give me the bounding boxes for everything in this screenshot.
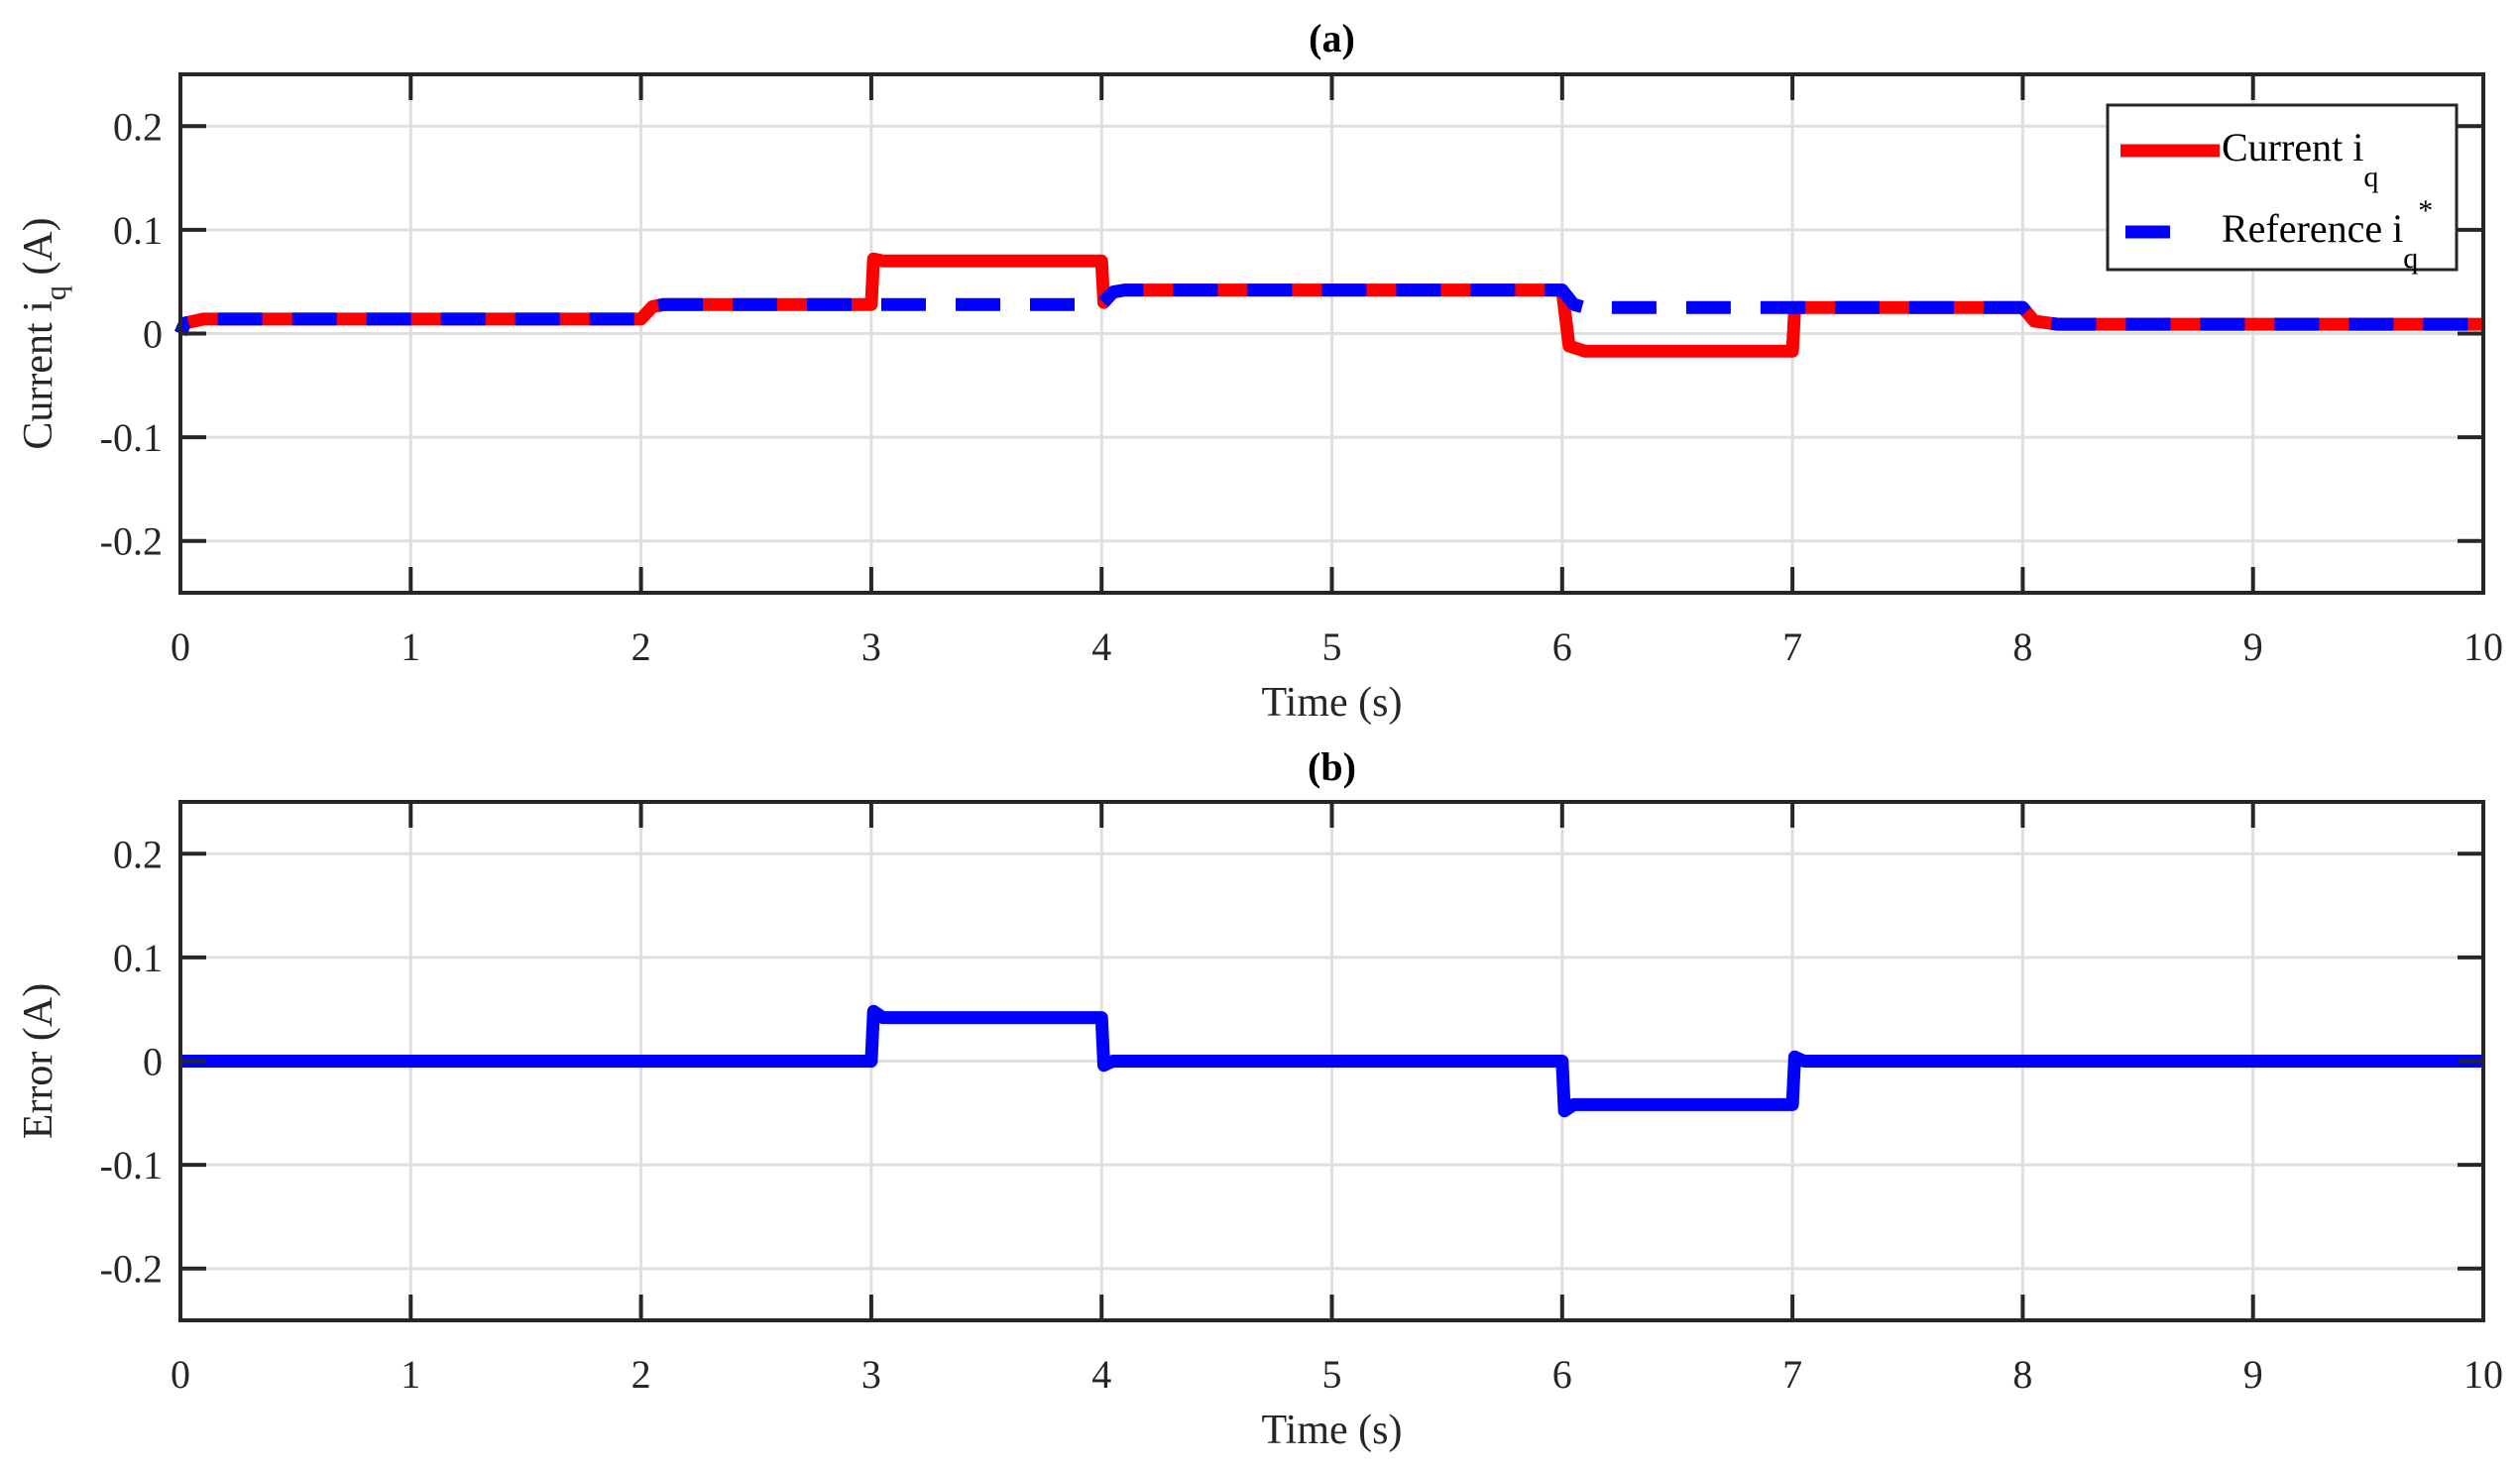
legend-entry-1: Current iq — [2120, 125, 2378, 193]
y-tick-label: 0.2 — [113, 104, 163, 149]
y-tick-label: -0.2 — [100, 519, 163, 564]
y-tick-label: 0.1 — [113, 208, 163, 253]
x-tick-label: 3 — [861, 624, 881, 669]
x-tick-label: 0 — [171, 624, 190, 669]
x-tick-label: 1 — [401, 1352, 420, 1397]
y-tick-label: 0 — [143, 1040, 163, 1084]
x-tick-label: 8 — [2012, 624, 2032, 669]
y-axis-label: Error (A) — [16, 983, 61, 1139]
y-tick-label: -0.1 — [100, 415, 163, 460]
x-tick-label: 6 — [1552, 624, 1572, 669]
series-line-2 — [174, 283, 2483, 337]
x-tick-label: 7 — [1782, 624, 1802, 669]
y-tick-label: 0 — [143, 312, 163, 357]
x-tick-label: 2 — [631, 1352, 651, 1397]
x-tick-label: 8 — [2012, 1352, 2032, 1397]
panel-title: (b) — [1308, 744, 1356, 789]
y-tick-label: -0.1 — [100, 1143, 163, 1188]
panel-a-current-plot: 0 1 2 3 4 5 6 7 8 9 10 0.2 0.1 0 -0.1 -0.2 (a) Time (s) Cu… — [16, 16, 2503, 726]
x-tick-label: 7 — [1782, 1352, 1802, 1397]
x-tick-label: 0 — [171, 1352, 190, 1397]
panel-title: (a) — [1309, 16, 1355, 60]
panel-b-error-plot: 0 1 2 3 4 5 6 7 8 9 10 0.2 0.1 0 -0.1 -0.2 (b) Time (s) Er… — [16, 744, 2503, 1453]
legend-box — [2106, 103, 2459, 272]
x-tick-label: 3 — [861, 1352, 881, 1397]
y-tick-label: -0.2 — [100, 1247, 163, 1292]
y-axis-label: Current iq (A) — [16, 217, 72, 449]
x-tick-label: 6 — [1552, 1352, 1572, 1397]
x-tick-label: 9 — [2243, 624, 2263, 669]
x-tick-label: 5 — [1322, 1352, 1342, 1397]
x-tick-label: 4 — [1091, 624, 1111, 669]
legend-label: Reference iq* — [2222, 194, 2433, 275]
x-tick-label: 10 — [2463, 624, 2503, 669]
x-tick-label: 10 — [2463, 1352, 2503, 1397]
x-tick-label: 2 — [631, 624, 651, 669]
series-line-1 — [180, 1004, 2483, 1118]
y-tick-label: 0.2 — [113, 832, 163, 876]
x-tick-label: 9 — [2243, 1352, 2263, 1397]
x-axis-label: Time (s) — [1262, 680, 1403, 726]
x-tick-label: 4 — [1091, 1352, 1111, 1397]
legend-label: Current iq — [2222, 125, 2378, 193]
legend-entry-2: Reference iq* — [2125, 194, 2433, 275]
x-axis-label: Time (s) — [1262, 1408, 1403, 1453]
x-tick-label: 5 — [1322, 624, 1342, 669]
x-tick-label: 1 — [401, 624, 420, 669]
y-tick-label: 0.1 — [113, 936, 163, 980]
